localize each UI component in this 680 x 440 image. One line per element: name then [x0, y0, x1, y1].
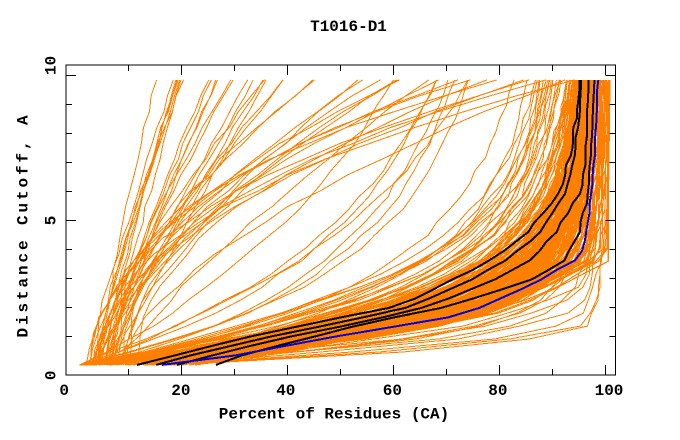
svg-text:Distance Cutoff, A: Distance Cutoff, A [15, 112, 33, 337]
svg-text:40: 40 [276, 382, 295, 400]
svg-text:60: 60 [383, 382, 402, 400]
svg-text:20: 20 [171, 382, 190, 400]
svg-text:T1016-D1: T1016-D1 [310, 18, 387, 36]
svg-text:Percent of Residues (CA): Percent of Residues (CA) [219, 406, 449, 424]
svg-text:80: 80 [488, 382, 507, 400]
svg-text:10: 10 [43, 56, 61, 75]
svg-text:0: 0 [59, 382, 69, 400]
svg-text:0: 0 [43, 370, 61, 380]
svg-text:5: 5 [43, 216, 61, 226]
svg-text:100: 100 [595, 382, 624, 400]
